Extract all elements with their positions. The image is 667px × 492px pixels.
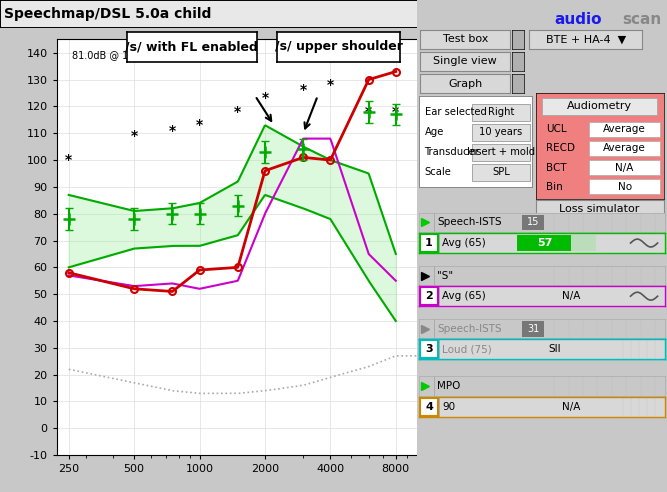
Text: Audiometry: Audiometry xyxy=(567,101,632,111)
Text: N/A: N/A xyxy=(562,344,581,354)
Text: /s/ upper shoulder: /s/ upper shoulder xyxy=(275,40,402,53)
Text: Transducer: Transducer xyxy=(424,148,480,157)
Text: RECD: RECD xyxy=(546,144,575,154)
Text: 2: 2 xyxy=(425,291,433,301)
Text: *: * xyxy=(365,105,372,119)
FancyBboxPatch shape xyxy=(472,124,530,141)
Text: SPL: SPL xyxy=(492,167,510,178)
Text: Right: Right xyxy=(488,107,514,117)
FancyBboxPatch shape xyxy=(572,235,596,251)
Text: N/A: N/A xyxy=(562,402,581,412)
Text: 10 years: 10 years xyxy=(480,127,523,137)
Text: *: * xyxy=(392,105,400,119)
Text: Speech-ISTS: Speech-ISTS xyxy=(438,324,502,334)
Text: Age: Age xyxy=(424,127,444,137)
Text: Loud (75): Loud (75) xyxy=(442,344,492,354)
Text: Test box: Test box xyxy=(442,34,488,44)
FancyBboxPatch shape xyxy=(590,122,660,137)
Text: Speech-ISTS: Speech-ISTS xyxy=(438,217,502,227)
Text: Avg (65): Avg (65) xyxy=(442,238,486,248)
Text: 31: 31 xyxy=(527,324,540,334)
Text: audio: audio xyxy=(554,12,602,27)
FancyBboxPatch shape xyxy=(472,164,530,181)
Text: Single view: Single view xyxy=(434,57,497,66)
Text: 90: 90 xyxy=(442,402,456,412)
Text: 1: 1 xyxy=(425,238,433,248)
Text: Loss simulator: Loss simulator xyxy=(560,204,640,214)
Text: Average: Average xyxy=(603,124,646,134)
Text: 3: 3 xyxy=(425,344,433,354)
FancyBboxPatch shape xyxy=(420,287,438,305)
Text: Bin: Bin xyxy=(546,182,562,191)
Text: 4: 4 xyxy=(425,402,433,412)
Text: *: * xyxy=(169,123,176,138)
Text: scan: scan xyxy=(622,12,661,27)
Text: UCL: UCL xyxy=(546,124,566,134)
Text: *: * xyxy=(261,92,269,105)
Text: 57: 57 xyxy=(537,238,552,248)
Text: Insert + mold: Insert + mold xyxy=(467,148,535,157)
FancyBboxPatch shape xyxy=(420,340,438,358)
Text: 81.0dB @ 12829Hz: 81.0dB @ 12829Hz xyxy=(73,50,166,60)
Text: 3: 3 xyxy=(425,344,433,354)
Text: BTE + HA-4  ▼: BTE + HA-4 ▼ xyxy=(546,34,626,44)
Text: *: * xyxy=(196,118,203,132)
Text: "S": "S" xyxy=(438,271,454,280)
Text: *: * xyxy=(65,153,72,167)
Text: *: * xyxy=(327,78,334,92)
FancyBboxPatch shape xyxy=(518,235,572,251)
FancyBboxPatch shape xyxy=(472,144,530,160)
FancyBboxPatch shape xyxy=(590,160,660,175)
FancyBboxPatch shape xyxy=(420,398,438,416)
Text: Ear selected: Ear selected xyxy=(424,107,486,117)
FancyBboxPatch shape xyxy=(420,234,438,252)
Text: Speechmap/DSL 5.0a child: Speechmap/DSL 5.0a child xyxy=(4,6,211,21)
Text: Scale: Scale xyxy=(424,167,452,178)
Text: Avg (65): Avg (65) xyxy=(442,291,486,301)
Text: Graph: Graph xyxy=(448,79,482,89)
Text: 15: 15 xyxy=(527,217,540,227)
FancyBboxPatch shape xyxy=(542,98,657,115)
FancyBboxPatch shape xyxy=(472,104,530,121)
Text: N/A: N/A xyxy=(616,162,634,173)
Text: No: No xyxy=(618,182,632,191)
Text: *: * xyxy=(131,129,137,143)
FancyBboxPatch shape xyxy=(420,340,438,358)
Text: *: * xyxy=(234,105,241,119)
Text: N/A: N/A xyxy=(562,291,581,301)
Text: MPO: MPO xyxy=(438,381,461,391)
Text: /s/ with FL enabled: /s/ with FL enabled xyxy=(125,40,258,53)
Text: SII: SII xyxy=(548,344,560,354)
Text: *: * xyxy=(299,83,307,97)
FancyBboxPatch shape xyxy=(590,141,660,156)
FancyBboxPatch shape xyxy=(522,321,544,337)
Text: Loud (75): Loud (75) xyxy=(442,344,492,354)
Text: Average: Average xyxy=(603,144,646,154)
FancyBboxPatch shape xyxy=(522,215,544,230)
Text: BCT: BCT xyxy=(546,162,566,173)
FancyBboxPatch shape xyxy=(590,179,660,194)
